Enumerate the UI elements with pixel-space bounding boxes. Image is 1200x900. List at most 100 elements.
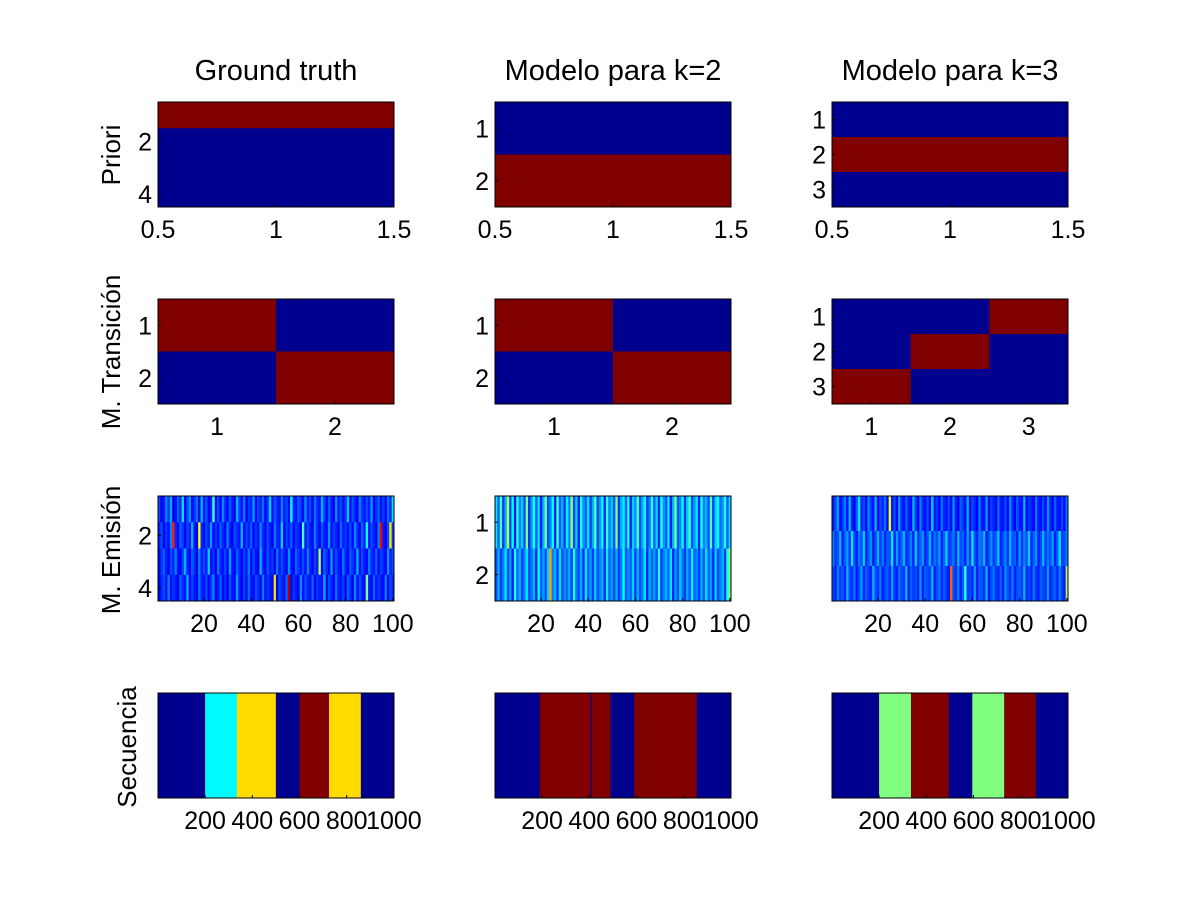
heatmap-cell	[688, 496, 692, 549]
heatmap-cell	[843, 496, 847, 532]
heatmap-cell	[259, 574, 263, 601]
heatmap-cell	[860, 531, 864, 567]
heatmap-cell	[233, 522, 237, 549]
heatmap-cell	[836, 566, 840, 601]
heatmap-cell	[273, 496, 277, 523]
heatmap-cell	[938, 566, 942, 601]
heatmap-cell	[351, 574, 355, 601]
emision-k3-axes-frame	[831, 495, 1069, 602]
priori-k3-subplot: 0.5 1 1.5 1 2 3	[812, 101, 1085, 244]
heatmap-cell	[349, 522, 353, 549]
heatmap-cell	[325, 548, 329, 576]
heatmap-cell	[912, 496, 916, 532]
heatmap-cell	[200, 496, 204, 523]
heatmap-cell	[987, 531, 991, 567]
heatmap-cell	[926, 496, 930, 532]
x-tick-label: 3	[1022, 413, 1036, 441]
heatmap-cell	[327, 522, 331, 549]
heatmap-cell	[195, 496, 199, 523]
heatmap-cell	[954, 496, 958, 532]
heatmap-cell	[226, 548, 230, 576]
heatmap-cell	[921, 496, 925, 532]
heatmap-cell	[973, 496, 977, 532]
heatmap-cell	[1034, 496, 1038, 532]
heatmap-cell	[379, 574, 383, 601]
heatmap-cell	[898, 531, 901, 567]
heatmap-cell	[254, 574, 258, 601]
heatmap-cell	[617, 548, 621, 601]
heatmap-cell	[900, 566, 904, 601]
heatmap-cell	[292, 574, 296, 601]
heatmap-cell	[1039, 496, 1043, 532]
heatmap-cell	[1025, 531, 1029, 567]
heatmap-cell	[994, 531, 998, 567]
heatmap-cell	[681, 548, 685, 601]
heatmap-cell	[879, 566, 883, 601]
emision-k3-cells	[832, 496, 1068, 601]
heatmap-cell	[1016, 496, 1019, 532]
heatmap-cell	[1020, 496, 1024, 532]
heatmap-cell	[992, 566, 996, 601]
heatmap-cell	[938, 531, 942, 567]
heatmap-cell	[921, 566, 925, 601]
heatmap-cell	[165, 496, 168, 523]
x-tick-label: 1	[943, 216, 957, 244]
heatmap-cell	[377, 574, 381, 601]
heatmap-cell	[1013, 531, 1017, 567]
heatmap-cell	[386, 496, 390, 523]
heatmap-cell	[174, 522, 178, 549]
heatmap-cell	[874, 531, 878, 567]
heatmap-cell	[942, 496, 946, 532]
heatmap-cell	[539, 548, 543, 601]
heatmap-cell	[363, 496, 367, 523]
heatmap-cell	[997, 496, 1001, 532]
heatmap-cell	[207, 548, 211, 576]
heatmap-cell	[327, 496, 331, 523]
heatmap-cell	[382, 522, 386, 549]
heatmap-cell	[1060, 496, 1064, 532]
heatmap-cell	[909, 566, 913, 601]
heatmap-cell	[874, 496, 878, 532]
heatmap-cell	[721, 496, 725, 549]
column-title-ground-truth: Ground truth	[195, 55, 358, 87]
heatmap-cell	[832, 334, 912, 370]
heatmap-cell	[158, 154, 394, 182]
heatmap-cell	[876, 531, 880, 567]
y-tick-label: 2	[138, 365, 152, 393]
row-label-transicion: M. Transición	[96, 275, 126, 430]
heatmap-cell	[940, 531, 944, 567]
heatmap-cell	[881, 496, 885, 532]
heatmap-cell	[1065, 566, 1068, 601]
priori-k2-subplot: 0.5 1 1.5 1 2	[475, 101, 748, 244]
heatmap-cell	[1044, 531, 1048, 567]
heatmap-cell	[323, 496, 327, 523]
heatmap-cell	[1037, 531, 1041, 567]
transicion-gt-cells	[158, 299, 394, 404]
heatmap-cell	[499, 496, 503, 549]
heatmap-cell	[209, 574, 213, 601]
heatmap-cell	[186, 548, 190, 576]
heatmap-cell	[1034, 531, 1038, 567]
heatmap-cell	[862, 531, 866, 567]
heatmap-cell	[231, 496, 235, 523]
sequence-segment	[610, 693, 635, 798]
heatmap-cell	[379, 548, 383, 576]
heatmap-cell	[902, 496, 906, 532]
emision-k2-axes-frame	[494, 495, 732, 602]
y-tick-label: 1	[475, 509, 489, 537]
x-tick-label: 1	[269, 216, 283, 244]
heatmap-cell	[568, 496, 572, 549]
heatmap-cell	[657, 496, 661, 549]
heatmap-cell	[589, 496, 593, 549]
heatmap-cell	[990, 531, 993, 567]
heatmap-cell	[377, 522, 381, 549]
heatmap-cell	[221, 574, 225, 601]
row-label-priori: Priori	[96, 125, 126, 186]
heatmap-cell	[584, 548, 588, 601]
heatmap-cell	[556, 548, 560, 601]
heatmap-cell	[716, 548, 720, 601]
heatmap-cell	[264, 522, 268, 549]
heatmap-cell	[169, 496, 173, 523]
heatmap-cell	[598, 496, 602, 549]
heatmap-cell	[520, 548, 524, 601]
